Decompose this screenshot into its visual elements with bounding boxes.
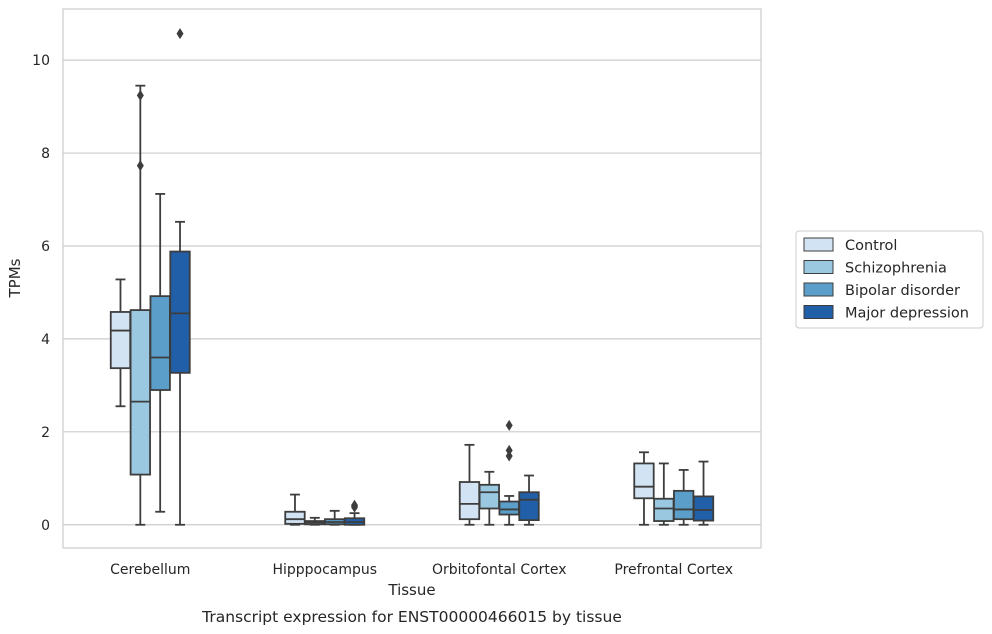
y-tick-label: 10 [32,53,50,69]
grid-lines [63,59,761,526]
box-0-1 [284,493,306,526]
legend-frame [795,230,984,329]
legend-swatch [803,237,834,252]
box-0-0 [109,278,132,408]
box-3-3 [692,460,715,526]
outlier-point [136,89,144,101]
series-0 [109,278,655,526]
box-3-0 [169,28,191,526]
outlier-point [505,450,513,462]
y-tick-label: 4 [41,332,50,348]
box-iqr [692,495,715,522]
plot-area [62,8,762,549]
box-iqr [169,250,191,374]
outlier-point [505,444,513,456]
y-tick-label: 0 [41,518,50,534]
box-iqr [149,295,171,391]
box-iqr [498,500,520,516]
y-tick-label: 6 [41,239,50,255]
box-iqr [129,309,151,476]
box-1-3 [653,462,675,526]
box-1-2 [478,470,500,526]
box-1-1 [304,516,326,526]
x-tick-label: Orbitofontal Cortex [432,562,567,578]
box-iqr [458,481,481,521]
legend-label: Major depression [845,306,969,322]
box-2-3 [673,469,695,526]
box-2-1 [324,509,346,526]
y-axis-label: TPMs [6,258,24,298]
outlier-point [505,419,513,431]
outlier-point [176,28,184,40]
legend-label: Control [845,238,897,254]
x-tick-label: Cerebellum [110,562,190,578]
y-axis-ticks: 0 2 4 6 8 10 [32,53,50,534]
legend-swatch [803,260,834,274]
box-iqr [284,510,306,525]
y-tick-label: 2 [41,425,50,441]
series-2 [149,193,695,526]
chart-caption: Transcript expression for ENST0000046601… [201,608,622,626]
legend-label: Bipolar disorder [845,283,960,299]
x-axis-ticks: Cerebellum Hipppocampus Orbitofontal Corte… [110,562,733,578]
box-0-2 [458,443,481,526]
series-1 [129,84,675,526]
legend-label: Schizophrenia [845,261,947,277]
outlier-point [136,160,144,172]
x-tick-label: Prefrontal Cortex [614,562,733,578]
box-iqr [109,311,132,370]
box-1-0 [129,84,151,526]
x-tick-label: Hipppocampus [272,562,377,578]
legend: Control Schizophrenia Bipolar disorder Majo… [795,230,984,329]
series-3 [169,28,715,526]
outlier-point [351,501,359,513]
legend-swatch [803,305,834,319]
legend-swatch [803,282,834,297]
box-3-2 [518,474,540,526]
x-axis-label: Tissue [387,581,435,599]
box-iqr [673,489,695,521]
box-2-2 [498,419,520,526]
box-iqr [478,483,500,510]
box-0-3 [633,451,655,526]
box-series [109,28,715,526]
box-iqr [653,497,675,522]
box-3-1 [343,499,366,526]
box-2-0 [149,193,171,513]
box-iqr [518,491,540,522]
y-tick-label: 8 [41,146,50,162]
box-iqr [633,462,655,500]
